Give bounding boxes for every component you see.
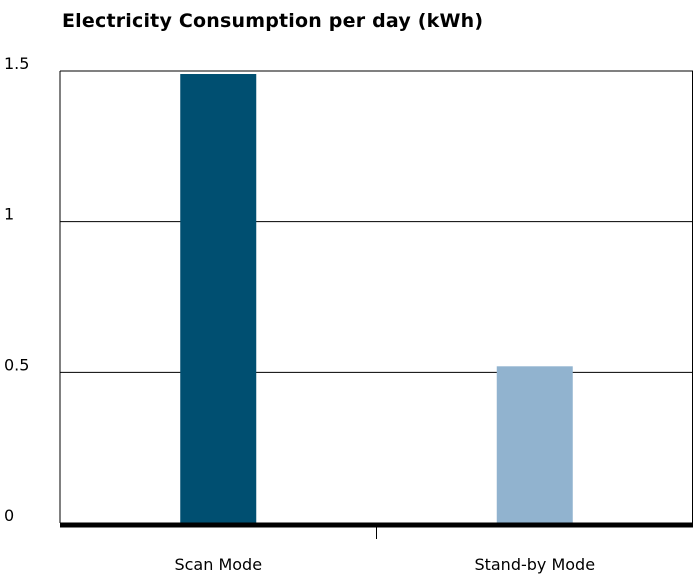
bars xyxy=(180,74,573,523)
y-tick-label: 0.5 xyxy=(4,355,29,374)
x-tick-label: Stand-by Mode xyxy=(474,555,595,574)
y-tick-label: 1 xyxy=(4,205,14,224)
axes xyxy=(59,70,693,539)
gridlines xyxy=(60,70,693,373)
chart-title: Electricity Consumption per day (kWh) xyxy=(62,10,484,32)
x-axis-labels: Scan Mode Stand-by Mode xyxy=(174,555,595,574)
y-axis-ticks: 0 0.5 1 1.5 xyxy=(4,54,29,525)
x-tick-label: Scan Mode xyxy=(174,555,262,574)
bar xyxy=(496,366,573,523)
bar xyxy=(180,74,257,523)
y-tick-label: 1.5 xyxy=(4,54,29,73)
y-tick-label: 0 xyxy=(4,506,14,525)
